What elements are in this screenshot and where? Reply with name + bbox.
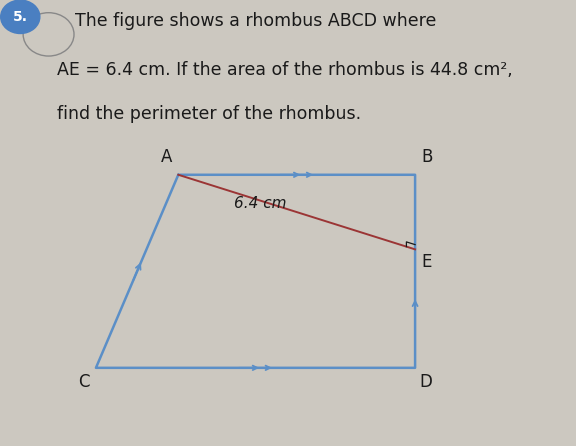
Text: E: E [422,252,432,271]
Text: AE = 6.4 cm. If the area of the rhombus is 44.8 cm²,: AE = 6.4 cm. If the area of the rhombus … [58,61,513,78]
Circle shape [1,0,40,33]
Text: 5.: 5. [13,10,28,24]
Text: 6.4 cm: 6.4 cm [234,196,287,211]
Text: C: C [78,373,89,391]
Text: B: B [422,148,433,166]
Text: The figure shows a rhombus ABCD where: The figure shows a rhombus ABCD where [75,12,437,30]
Text: A: A [161,148,172,166]
Text: find the perimeter of the rhombus.: find the perimeter of the rhombus. [58,104,362,123]
Text: D: D [419,373,432,391]
